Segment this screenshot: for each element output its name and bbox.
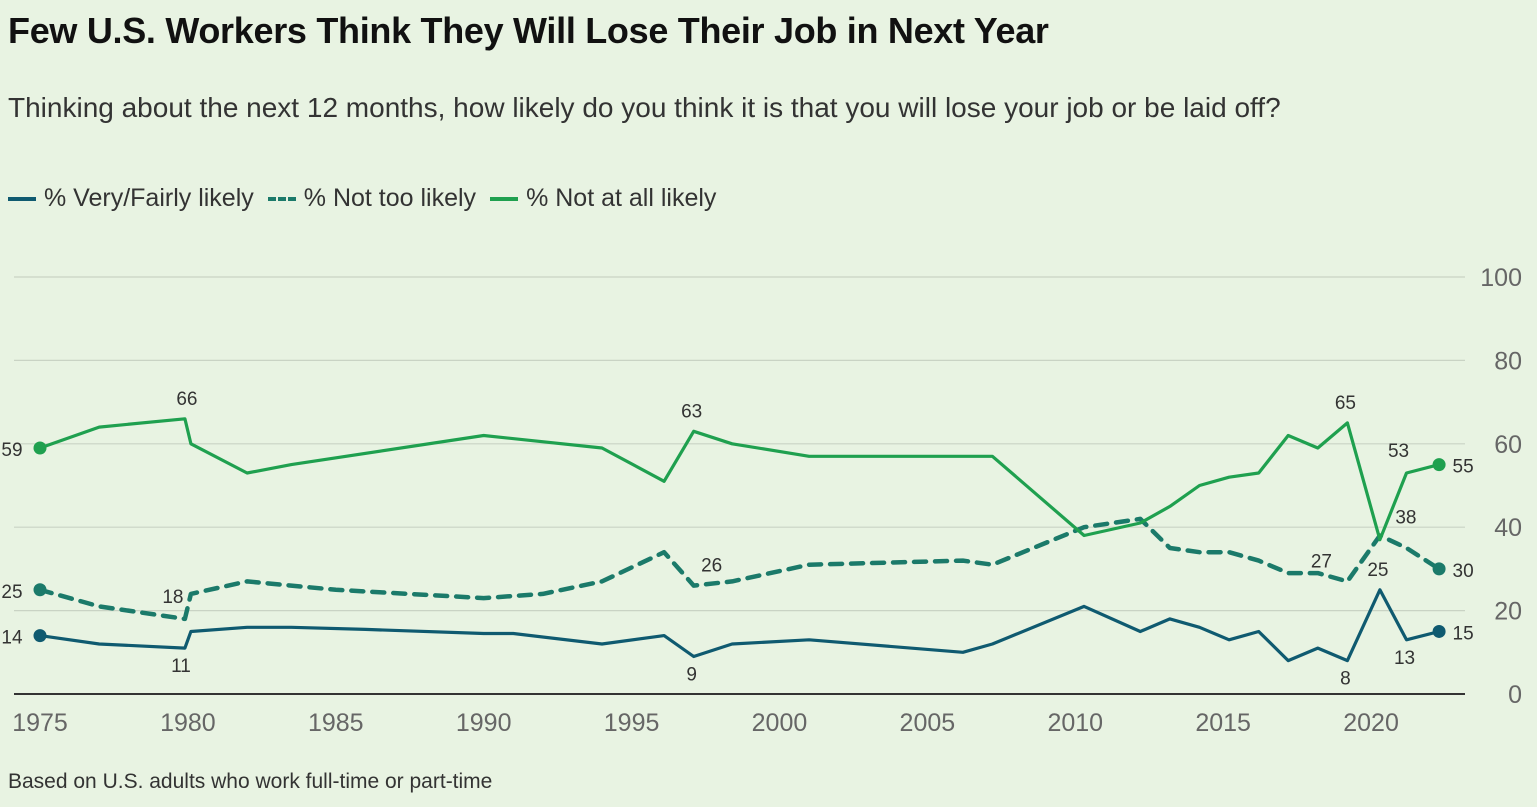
series-2-end-point [1432,458,1446,472]
legend-swatch-not-too-likely [267,196,296,201]
data-label-s2-66: 66 [176,389,197,410]
x-tick-label-2015: 2015 [1195,709,1251,737]
data-label-s2-65: 65 [1335,393,1356,414]
data-label-s2-63: 63 [681,401,702,422]
data-label-s0-14: 14 [1,628,23,649]
legend-swatch-very-fairly-likely [8,196,36,201]
series-line-very-fairly-likely [38,588,1441,663]
y-tick-label-60: 60 [1494,431,1522,459]
x-tick-label-2005: 2005 [900,709,956,737]
series-1-end-point [1432,562,1446,576]
y-tick-label-100: 100 [1480,264,1522,292]
x-tick-label-2000: 2000 [752,709,808,737]
legend-item-not-too-likely: % Not too likely [267,184,477,213]
legend-label-not-too-likely: % Not too likely [303,184,477,212]
data-label-s0-11: 11 [171,656,191,677]
data-label-s1-26: 26 [701,556,722,577]
series-line-not-at-all-likely [38,417,1441,542]
x-tick-label-2010: 2010 [1047,709,1103,737]
data-label-s1-27: 27 [1311,551,1332,572]
data-label-s0-15: 15 [1453,623,1474,644]
series-0-start-point [33,629,47,643]
data-label-s1-18: 18 [162,587,183,608]
legend-swatch-not-at-all-likely [490,196,519,201]
data-label-s1-30: 30 [1453,561,1474,582]
y-tick-label-0: 0 [1508,681,1522,709]
chart-title: Few U.S. Workers Think They Will Lose Th… [8,10,1049,51]
series-2-start-point [33,441,47,455]
y-tick-label-40: 40 [1494,514,1522,542]
x-tick-label-1980: 1980 [160,709,216,737]
legend-item-not-at-all-likely: % Not at all likely [490,184,716,213]
data-label-s0-8: 8 [1340,669,1351,690]
data-label-s0-13: 13 [1394,648,1415,669]
data-label-s0-9: 9 [686,664,697,685]
x-tick-label-1985: 1985 [308,709,364,737]
legend-item-very-fairly-likely: % Very/Fairly likely [8,184,254,213]
footnote: Based on U.S. adults who work full-time … [8,770,493,793]
x-tick-label-1975: 1975 [12,709,68,737]
series-0-end-point [1432,624,1446,638]
y-tick-label-20: 20 [1494,598,1522,626]
data-label-s2-59: 59 [1,440,22,461]
data-label-s2-53: 53 [1388,441,1409,462]
data-label-s1-38: 38 [1395,508,1416,529]
legend-label-not-at-all-likely: % Not at all likely [526,184,717,212]
data-label-s2-55: 55 [1453,457,1474,478]
y-tick-label-80: 80 [1494,347,1522,375]
data-label-s0-25: 25 [1367,560,1388,581]
data-label-s1-25: 25 [1,582,22,603]
chart-subtitle: Thinking about the next 12 months, how l… [8,92,1281,123]
x-tick-label-1990: 1990 [456,709,512,737]
legend-label-very-fairly-likely: % Very/Fairly likely [44,184,254,212]
series-line-not-too-likely [37,516,1442,622]
x-tick-label-2020: 2020 [1343,709,1399,737]
series-1-start-point [33,583,47,597]
x-tick-label-1995: 1995 [604,709,660,737]
chart-legend: % Very/Fairly likely % Not too likely % … [8,184,716,213]
